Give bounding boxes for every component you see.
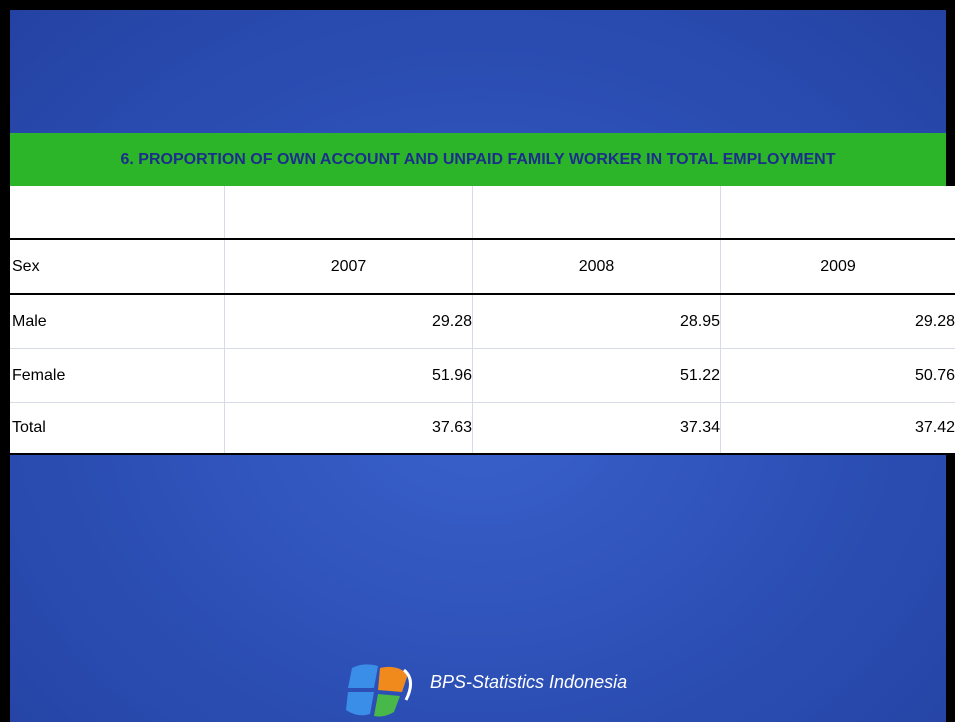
logo-part: [346, 692, 374, 716]
title: 6. PROPORTION OF OWN ACCOUNT AND UNPAID …: [120, 150, 836, 168]
logo-part: [348, 664, 378, 688]
column-header: 2008: [472, 240, 720, 293]
table-cell: 28.95: [472, 295, 720, 348]
title-bar: 6. PROPORTION OF OWN ACCOUNT AND UNPAID …: [10, 133, 946, 186]
table-cell: 51.22: [472, 349, 720, 402]
table-cell: 37.34: [472, 403, 720, 453]
table-cell: [10, 186, 224, 238]
column-header: 2009: [720, 240, 955, 293]
table-row: Sex 2007 2008 2009: [10, 240, 955, 295]
table-cell: 50.76: [720, 349, 955, 402]
table-cell: 51.96: [224, 349, 472, 402]
table-cell: [472, 186, 720, 238]
table-cell: 29.28: [224, 295, 472, 348]
table-cell: 37.42: [720, 403, 955, 453]
table-cell: 29.28: [720, 295, 955, 348]
logo-part: [374, 694, 400, 717]
table-row: Total 37.63 37.34 37.42: [10, 403, 955, 455]
table-row: [10, 186, 955, 240]
table-row: Female 51.96 51.22 50.76: [10, 349, 955, 403]
logo: [346, 664, 412, 717]
table: Sex 2007 2008 2009 Male 29.28 28.95 29.28 Female…: [10, 186, 955, 455]
table-cell: Male: [12, 312, 47, 330]
table-cell: 37.63: [224, 403, 472, 453]
table-row: Male 29.28 28.95 29.28: [10, 295, 955, 349]
column-header: Sex: [12, 257, 40, 275]
table-cell: [224, 186, 472, 238]
table-cell: Female: [12, 366, 66, 384]
table-cell: [720, 186, 955, 238]
footer-organization: BPS-Statistics Indonesia: [430, 672, 628, 692]
column-header: 2007: [224, 240, 472, 293]
logo-part: [378, 666, 408, 692]
logo-part: [402, 668, 412, 701]
table-cell: Total: [12, 419, 46, 436]
